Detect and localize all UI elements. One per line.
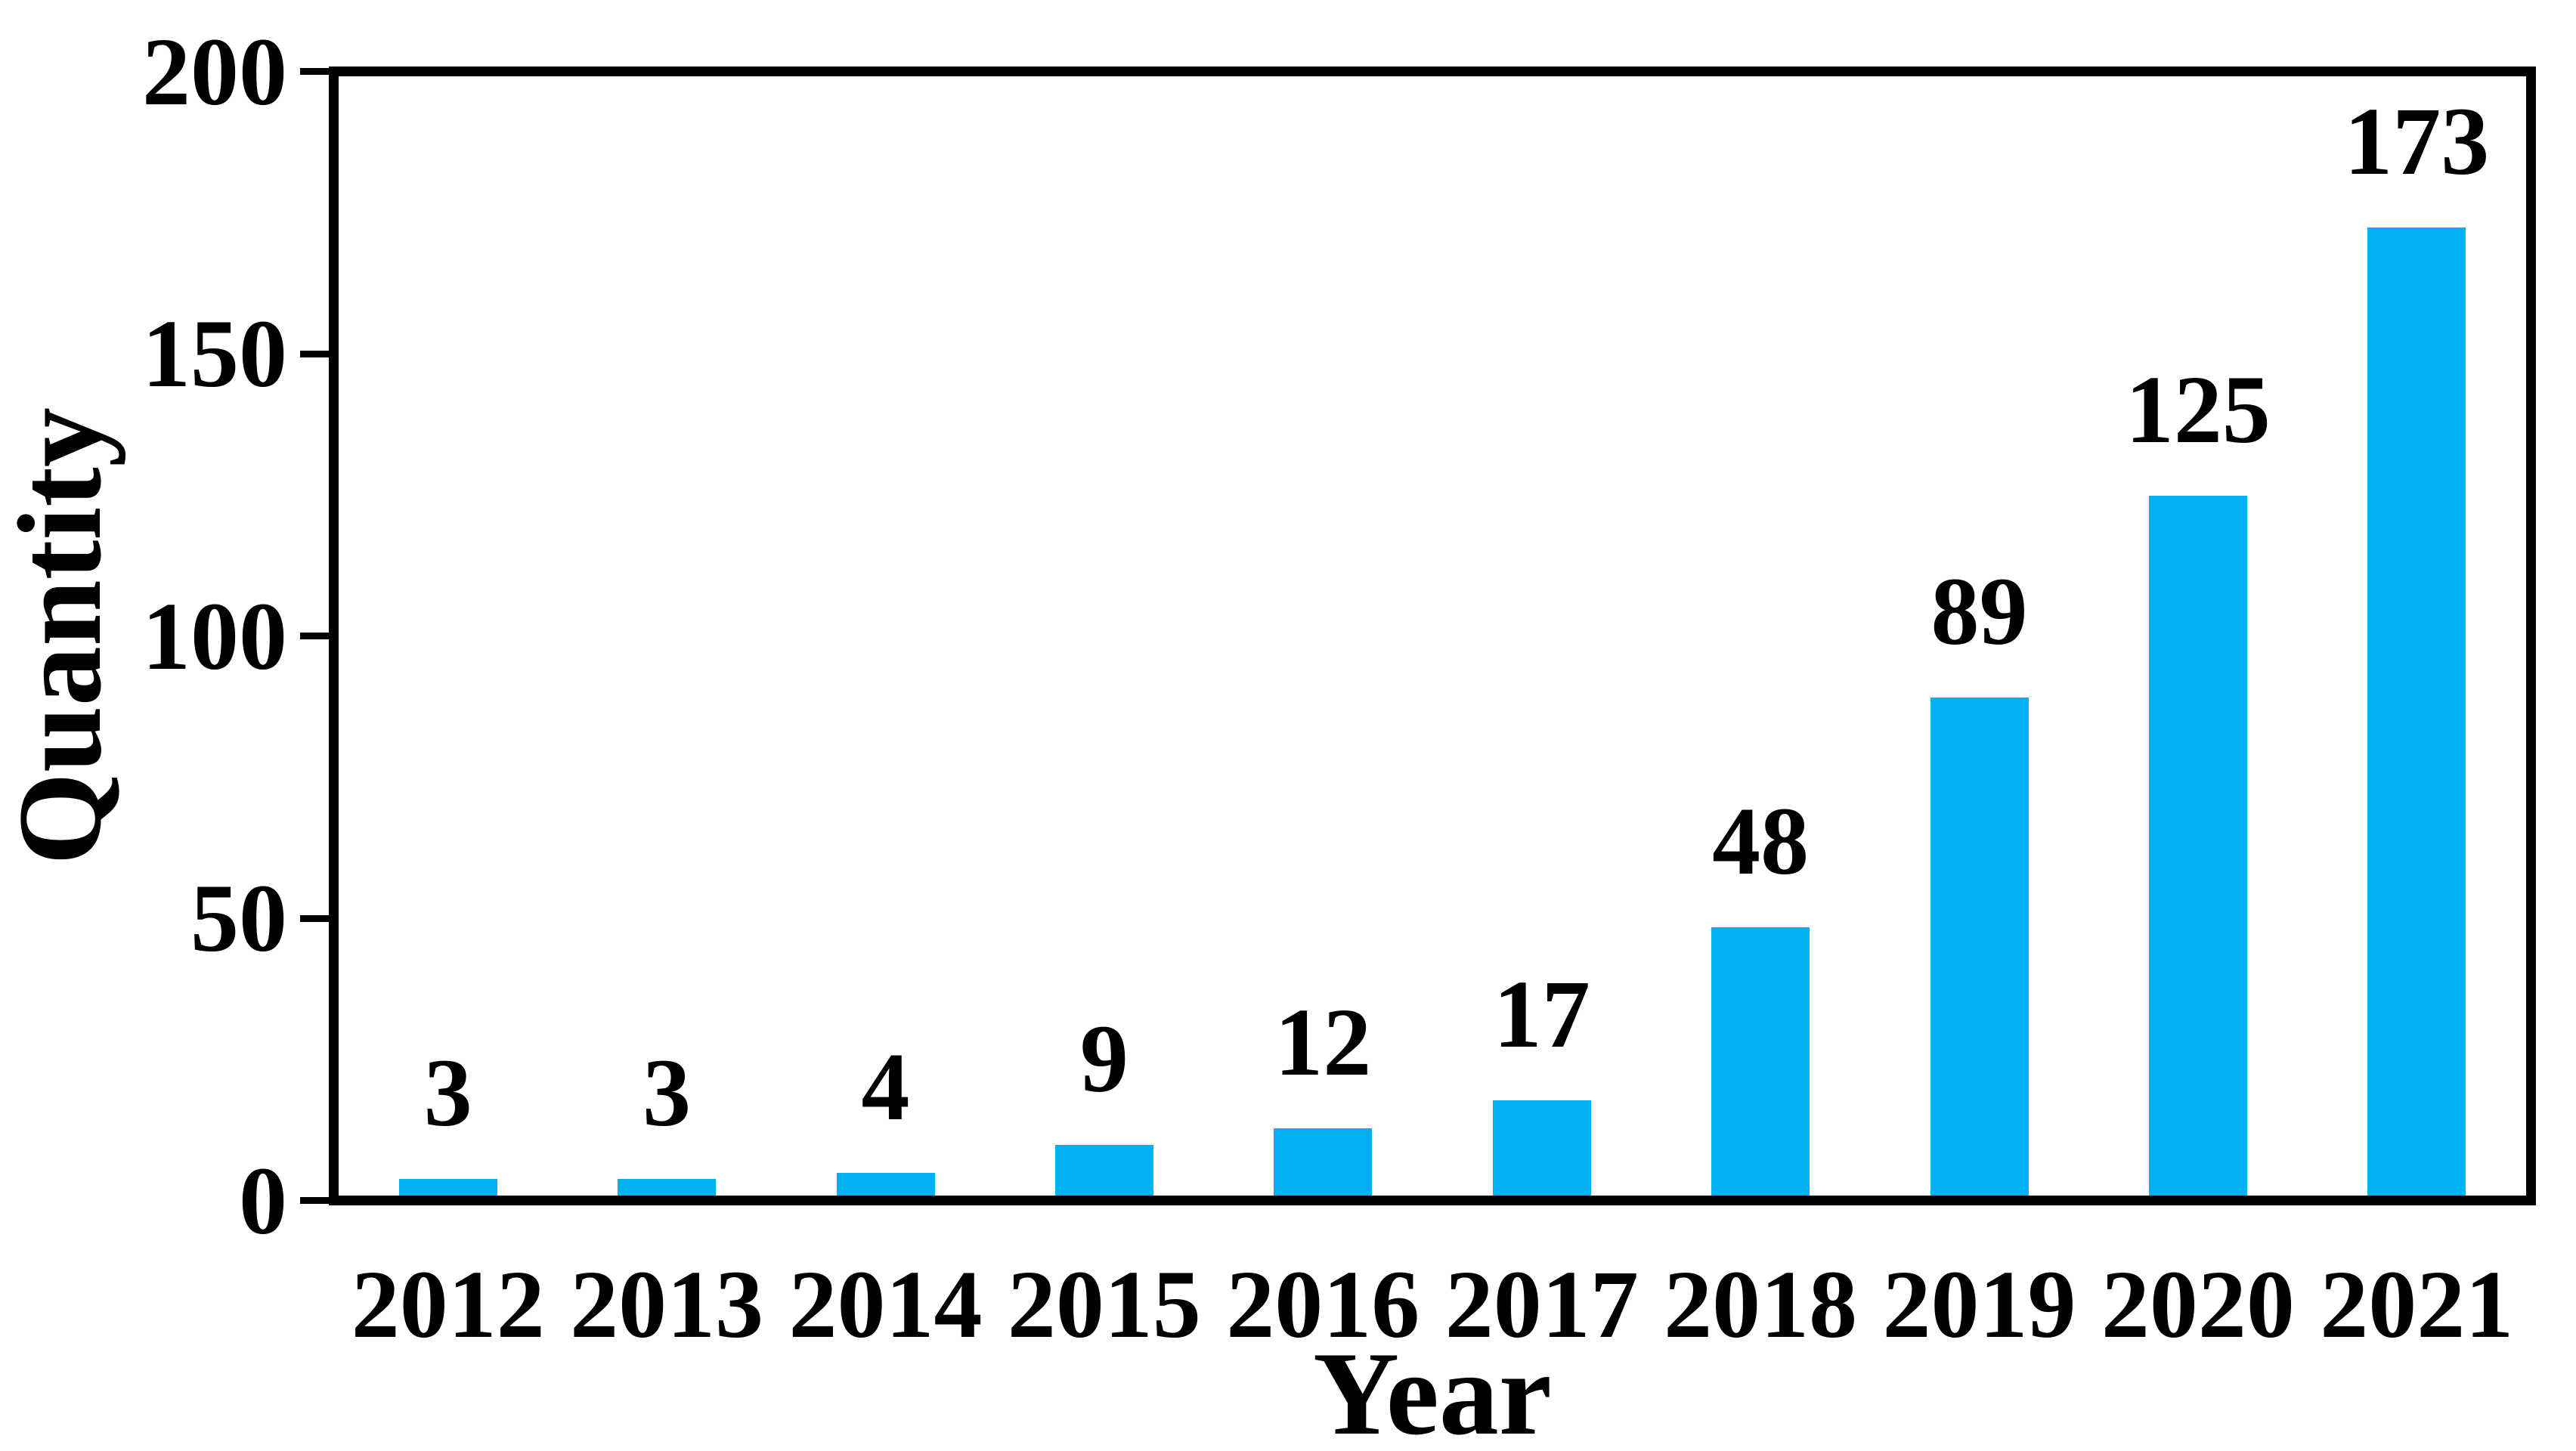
x-tick-label: 2018	[1664, 1251, 1858, 1358]
bar-2016	[1274, 1128, 1373, 1196]
bar-value-label: 12	[1274, 988, 1372, 1097]
bar-2020	[2148, 496, 2247, 1196]
x-tick-label: 2017	[1444, 1251, 1639, 1358]
bar-value-label: 89	[1930, 557, 2028, 665]
y-tick-label: 0	[239, 1146, 287, 1255]
y-tick-mark	[300, 633, 330, 639]
x-tick-label: 2021	[2320, 1251, 2514, 1358]
bar-value-label: 17	[1493, 961, 1590, 1069]
bar-value-label: 125	[2125, 356, 2271, 464]
bar-2012	[398, 1178, 497, 1196]
y-tick-mark	[300, 350, 330, 357]
y-tick-mark	[300, 1197, 330, 1204]
y-tick-mark	[300, 68, 330, 75]
bar-value-label: 9	[1079, 1005, 1129, 1113]
x-tick-label: 2016	[1226, 1251, 1420, 1358]
bar-2021	[2367, 227, 2466, 1196]
plot-area	[329, 67, 2536, 1205]
bar-2017	[1492, 1100, 1591, 1196]
y-tick-label: 100	[142, 582, 287, 690]
bar-2013	[618, 1178, 717, 1196]
y-tick-label: 200	[142, 17, 287, 125]
x-tick-label: 2013	[570, 1251, 764, 1358]
y-tick-mark	[300, 914, 330, 922]
x-tick-label: 2020	[2101, 1251, 2295, 1358]
x-tick-label: 2014	[788, 1251, 983, 1358]
y-tick-label: 50	[190, 865, 287, 972]
x-tick-label: 2012	[351, 1251, 545, 1358]
bar-value-label: 4	[861, 1033, 910, 1141]
x-tick-label: 2015	[1007, 1251, 1201, 1358]
y-tick-label: 150	[142, 300, 287, 407]
x-axis-title: Year	[1313, 1328, 1552, 1451]
bar-2018	[1711, 927, 1810, 1196]
bar-2015	[1054, 1145, 1153, 1196]
bar-value-label: 48	[1712, 787, 1810, 895]
bar-value-label: 173	[2344, 87, 2490, 195]
bar-value-label: 3	[423, 1038, 472, 1146]
x-tick-label: 2019	[1882, 1251, 2076, 1358]
bar-value-label: 3	[642, 1038, 692, 1146]
bar-2014	[836, 1173, 935, 1196]
bar-2019	[1930, 697, 2029, 1196]
